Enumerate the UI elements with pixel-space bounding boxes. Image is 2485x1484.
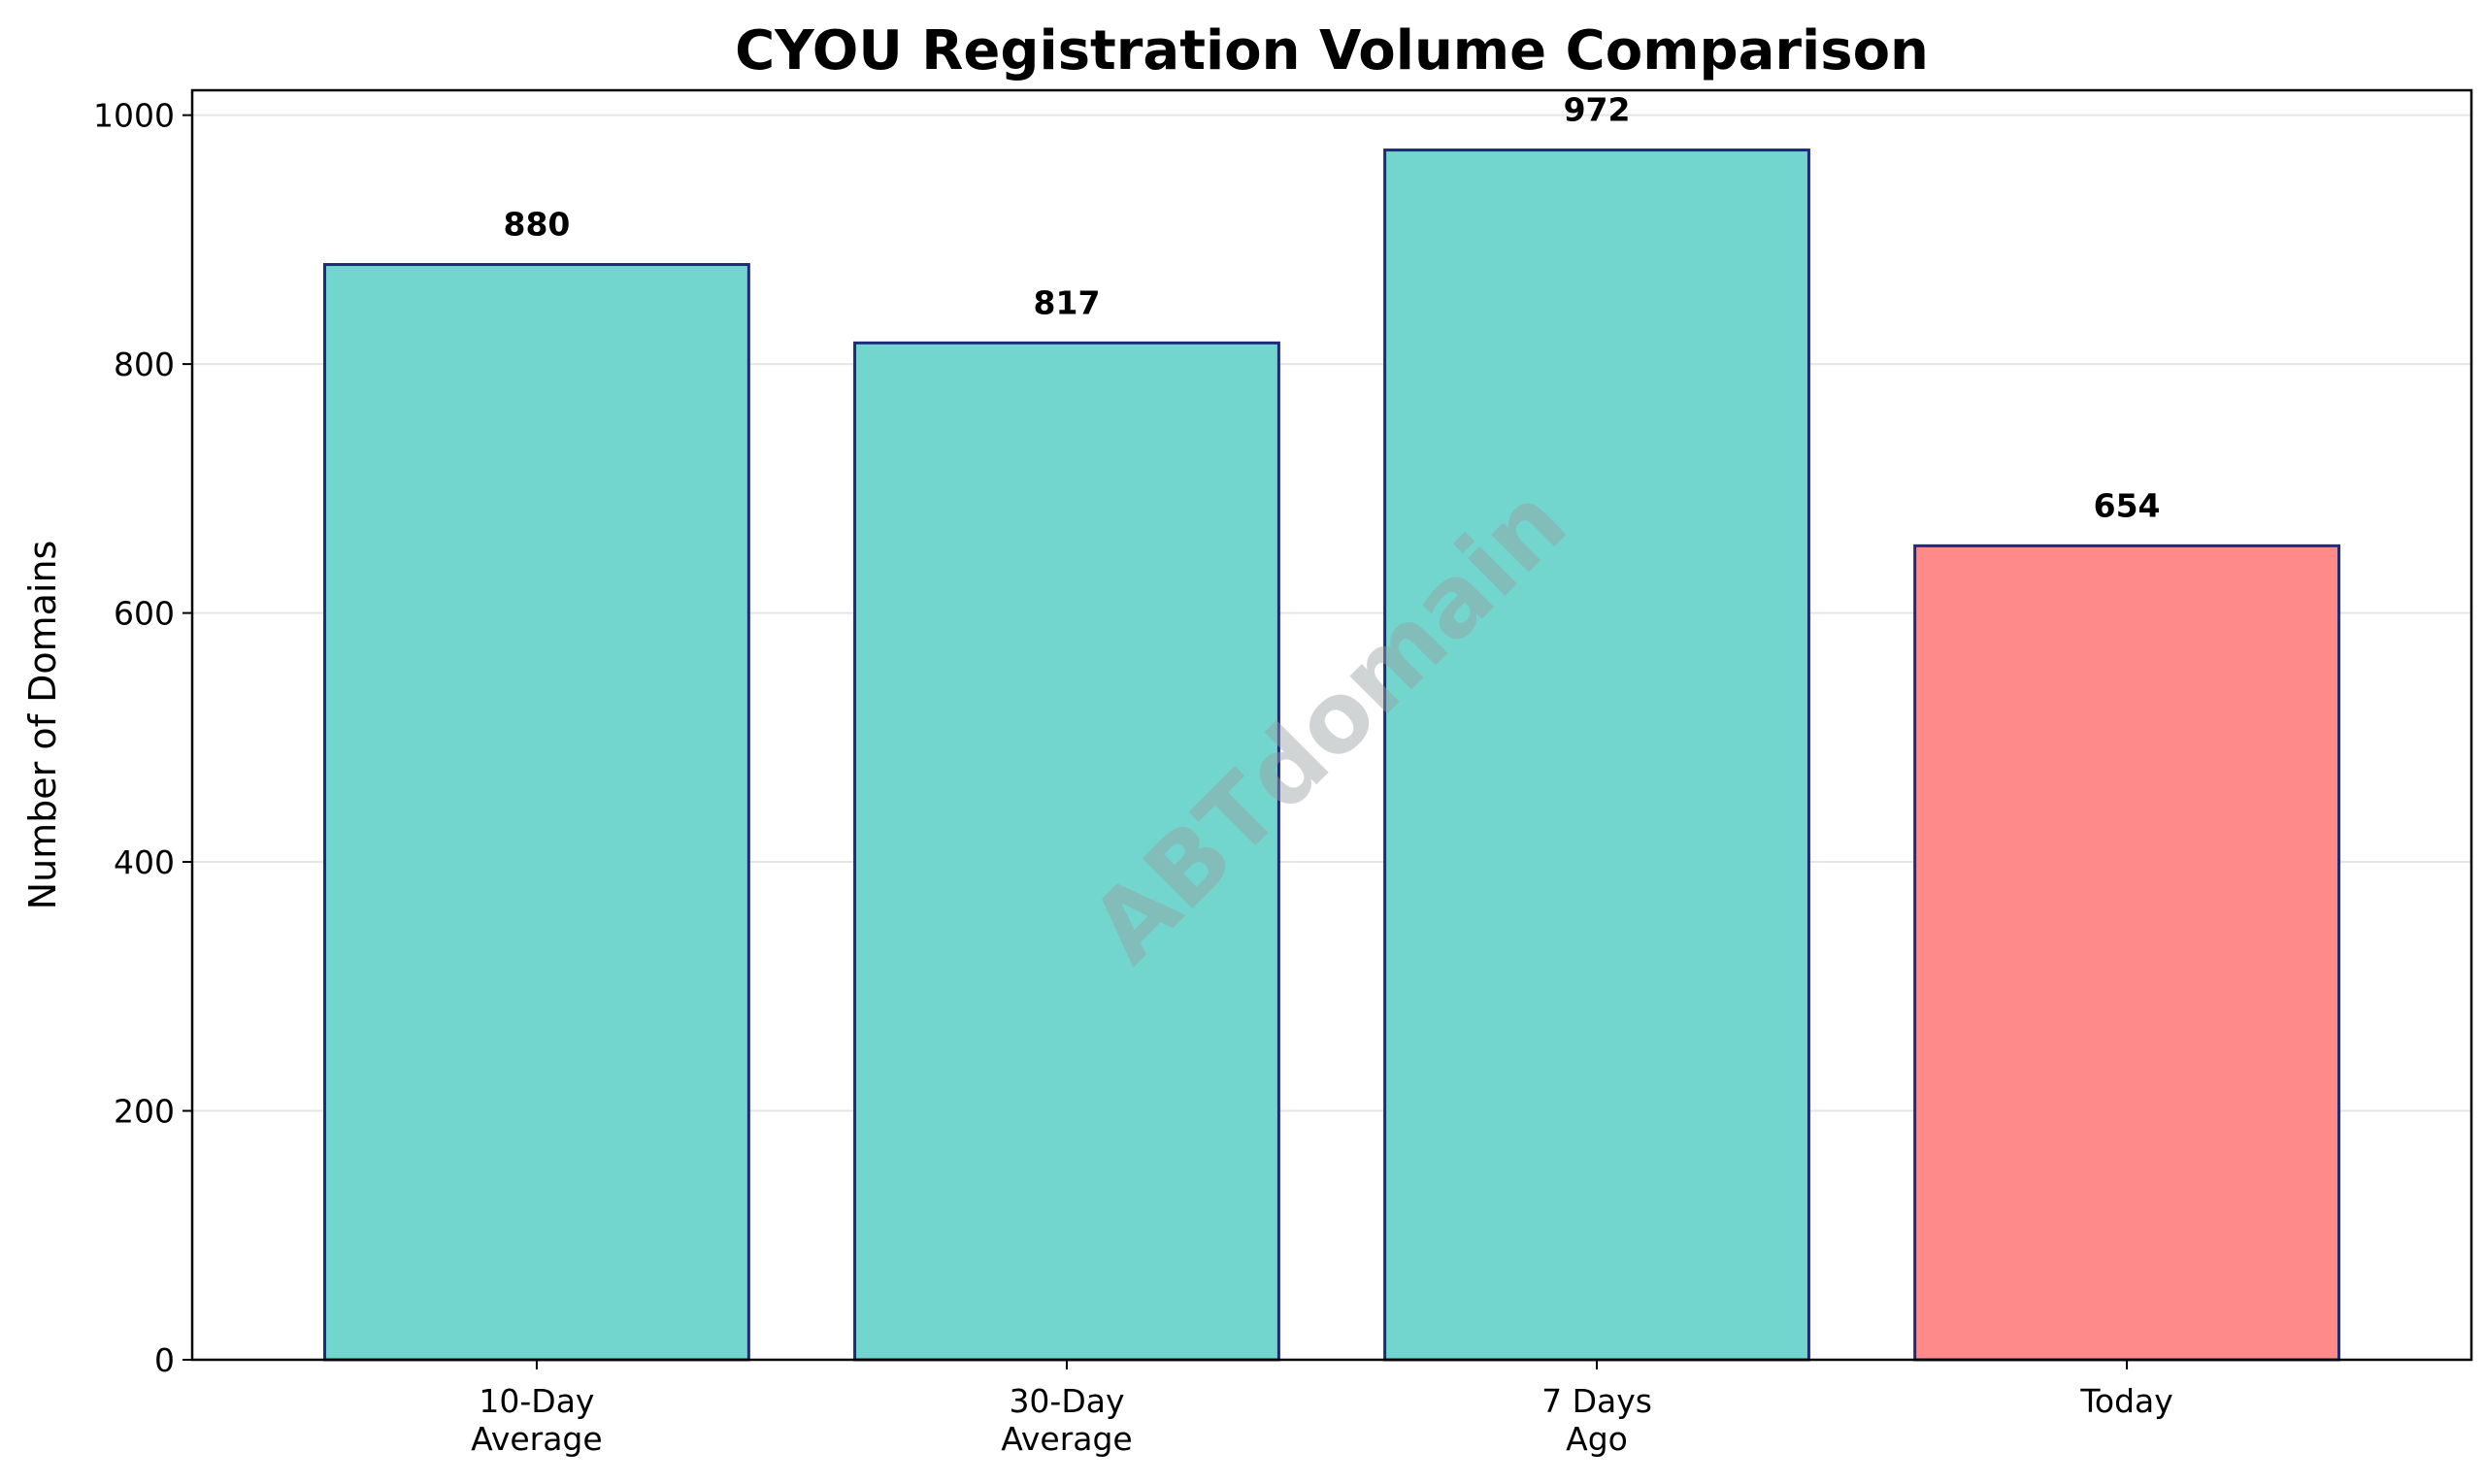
bar xyxy=(853,341,1280,1362)
bars xyxy=(323,148,2340,1362)
y-tick-label: 0 xyxy=(154,1341,175,1379)
y-axis: 0 200 400 600 800 1000 xyxy=(93,97,192,1379)
data-label: 972 xyxy=(1564,91,1631,129)
bar xyxy=(1383,148,1810,1362)
x-tick-label: 10-Day Average xyxy=(471,1382,603,1458)
data-label: 654 xyxy=(2094,486,2161,524)
y-axis-label: Number of Domains xyxy=(21,541,64,910)
plot-frame xyxy=(190,88,2473,1362)
chart-title: CYOU Registration Volume Comparison xyxy=(735,19,1929,82)
x-tick-label: 7 Days Ago xyxy=(1541,1382,1652,1458)
y-tick-label: 600 xyxy=(114,595,175,633)
data-labels: 880 817 972 654 xyxy=(503,91,2160,525)
y-tick-label: 400 xyxy=(114,843,175,881)
bar xyxy=(323,263,750,1362)
x-tick-label: Today xyxy=(2079,1382,2172,1420)
x-tick-label: 30-Day Average xyxy=(1001,1382,1133,1458)
bar xyxy=(1913,544,2340,1362)
y-tick-label: 800 xyxy=(114,346,175,383)
y-tick-label: 200 xyxy=(114,1093,175,1131)
data-label: 880 xyxy=(503,206,570,244)
y-tick-label: 1000 xyxy=(93,97,175,135)
x-axis: 10-Day Average 30-Day Average 7 Days Ago Today xyxy=(471,1360,2173,1458)
data-label: 817 xyxy=(1034,283,1101,321)
